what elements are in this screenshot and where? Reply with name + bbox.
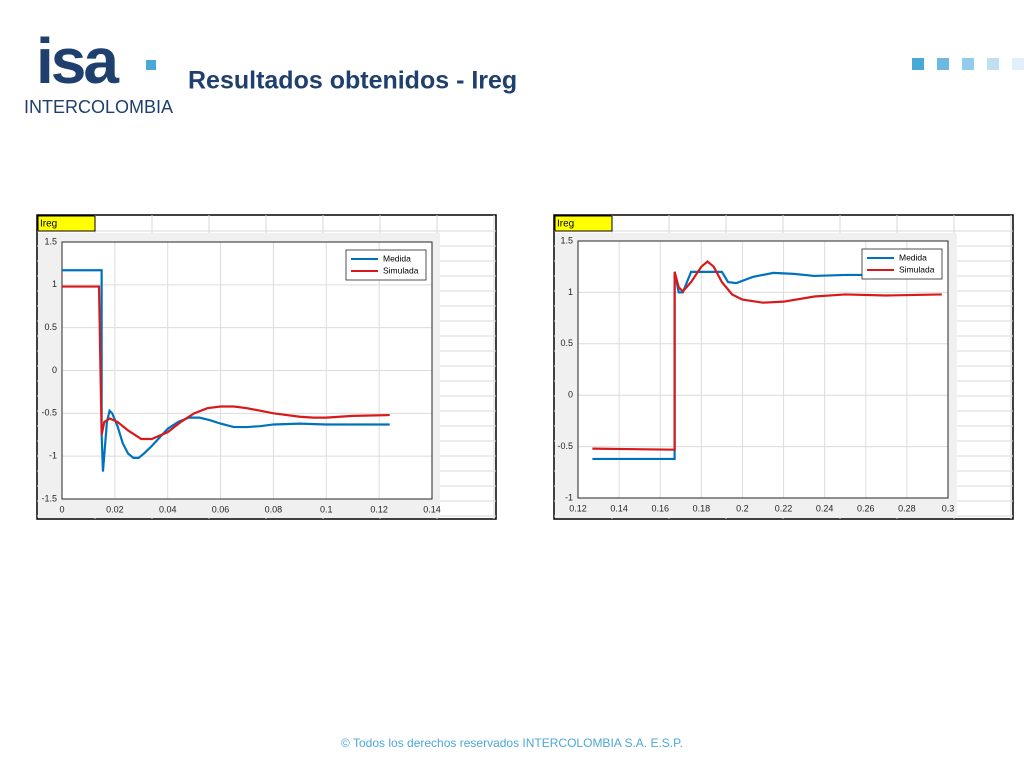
series-line	[592, 260, 942, 451]
y-tick-label: 0.5	[560, 338, 573, 348]
y-tick-label: -1.5	[41, 493, 57, 503]
footer: © Todos los derechos reservados INTERCOL…	[341, 736, 683, 750]
legend-box	[861, 248, 943, 280]
x-tick-label: 0.1	[320, 504, 333, 514]
chart: Ireg 0 0.02 0.04 0.06 0.08 0.1 0.12 0.14 -1.5 -1 -0…	[36, 214, 497, 520]
y-tick-label: -0.5	[557, 441, 573, 451]
x-tick-label: 0.12	[370, 504, 388, 514]
x-tick-label: 0	[59, 504, 64, 514]
tag-box	[37, 215, 96, 232]
logo-dot	[146, 60, 156, 70]
y-tick-label: 1	[568, 287, 573, 297]
legend-label: Medida	[899, 252, 927, 262]
legend-label: Simulada	[383, 265, 419, 275]
decor-squares	[912, 58, 1024, 70]
x-tick-label: 0.22	[775, 503, 793, 513]
x-tick-label: 0.18	[693, 503, 711, 513]
plot-border	[577, 240, 949, 499]
x-tick-label: 0.08	[265, 504, 283, 514]
legend-label: Medida	[383, 253, 411, 263]
y-tick-label: 0.5	[44, 322, 57, 332]
y-tick-label: -1	[49, 451, 57, 461]
series-line	[62, 269, 390, 472]
x-tick-label: 0.12	[569, 503, 587, 513]
y-tick-label: 0	[568, 390, 573, 400]
legend-box	[345, 249, 427, 281]
tag-label: Ireg	[40, 219, 57, 230]
chart: Ireg 0.12 0.14 0.16 0.18 0.2 0.22 0.24 0.26 0.28 0…	[553, 214, 1014, 520]
plot-border	[61, 241, 433, 500]
x-tick-label: 0.26	[857, 503, 875, 513]
logo-text: INTERCOLOMBIA	[24, 97, 173, 117]
tag-box	[554, 215, 613, 232]
y-tick-label: 0	[52, 365, 57, 375]
x-tick-label: 0.06	[212, 504, 230, 514]
y-tick-label: 1	[52, 279, 57, 289]
logo-mark: isa	[36, 25, 119, 97]
tag-label: Ireg	[557, 219, 574, 230]
series-line	[62, 285, 390, 441]
x-tick-label: 0.14	[423, 504, 441, 514]
x-tick-label: 0.28	[898, 503, 916, 513]
y-tick-label: -0.5	[41, 408, 57, 418]
x-tick-label: 0.16	[651, 503, 669, 513]
x-tick-label: 0.24	[816, 503, 834, 513]
plot-area	[577, 240, 949, 499]
x-tick-label: 0.3	[942, 503, 955, 513]
x-tick-label: 0.14	[610, 503, 628, 513]
x-tick-label: 0.04	[159, 504, 177, 514]
y-tick-label: -1	[565, 492, 573, 502]
legend-label: Simulada	[899, 264, 935, 274]
x-tick-label: 0.2	[736, 503, 749, 513]
y-tick-label: 1.5	[44, 236, 57, 246]
x-tick-label: 0.02	[106, 504, 124, 514]
slide-title: Resultados obtenidos - Ireg	[188, 67, 517, 95]
y-tick-label: 1.5	[560, 235, 573, 245]
